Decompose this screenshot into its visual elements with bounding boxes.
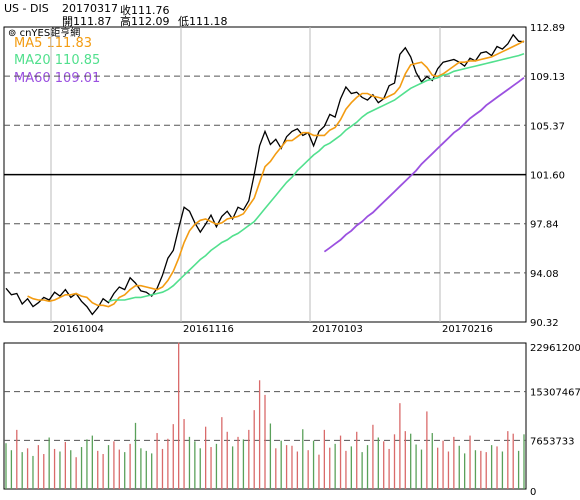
low-label: 低111.18 [178, 15, 228, 28]
source-text: cnYES鉅亨網 [19, 28, 81, 39]
y-tick-label: 97.84 [530, 220, 559, 231]
y-tick-label: 94.08 [530, 269, 559, 280]
legend-ma20: MA20 110.85 [14, 53, 101, 68]
volume-tick-label: 7653733 [530, 436, 575, 447]
high-label: 高112.09 [120, 15, 170, 28]
x-tick-label: 20161116 [183, 324, 234, 335]
open-label: 開111.87 [62, 15, 112, 28]
legend-ma5: MA5 111.83 [14, 36, 92, 51]
x-tick-label: 20170216 [442, 324, 493, 335]
source-label: ⊚ cnYES鉅亨網 [8, 24, 80, 39]
symbol-label: US - DIS [4, 2, 49, 15]
y-tick-label: 112.89 [530, 23, 565, 34]
date-label: 20170317 [62, 2, 118, 15]
ma60-line [323, 76, 525, 253]
y-tick-label: 109.13 [530, 72, 565, 83]
y-tick-label: 90.32 [530, 318, 559, 329]
volume-tick-label: 15307467 [530, 388, 580, 399]
x-tick-label: 20170103 [312, 324, 363, 335]
y-tick-label: 101.60 [530, 171, 565, 182]
ma20-line [108, 52, 525, 303]
volume-tick-label: 22961200 [530, 343, 580, 354]
copyright-icon: ⊚ [8, 28, 17, 39]
legend-ma60: MA60 109.01 [14, 71, 101, 86]
close-label: 收111.76 [120, 4, 170, 17]
x-tick-label: 20161004 [53, 324, 104, 335]
y-tick-label: 105.37 [530, 121, 565, 132]
price-line [5, 33, 525, 316]
ma5-line [27, 40, 525, 308]
volume-tick-label: 0 [530, 487, 536, 498]
